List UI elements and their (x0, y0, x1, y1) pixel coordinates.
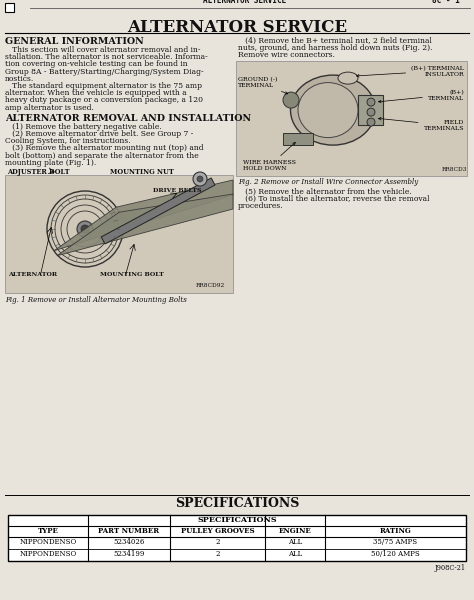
Text: SPECIFICATIONS: SPECIFICATIONS (197, 516, 277, 524)
Text: TYPE: TYPE (37, 527, 58, 535)
Text: Group 8A - Battery/Starting/Charging/System Diag-: Group 8A - Battery/Starting/Charging/Sys… (5, 68, 204, 76)
Text: ADJUSTER BOLT: ADJUSTER BOLT (7, 168, 70, 176)
Text: GROUND (-)
TERMINAL: GROUND (-) TERMINAL (238, 77, 288, 94)
Text: Cooling System, for instructions.: Cooling System, for instructions. (5, 137, 131, 145)
Polygon shape (57, 194, 233, 256)
Text: amp alternator is used.: amp alternator is used. (5, 104, 94, 112)
Text: 35/75 AMPS: 35/75 AMPS (374, 538, 418, 546)
Circle shape (197, 176, 203, 182)
Text: mounting plate (Fig. 1).: mounting plate (Fig. 1). (5, 159, 96, 167)
Text: NIPPONDENSO: NIPPONDENSO (19, 550, 77, 558)
Text: GENERAL INFORMATION: GENERAL INFORMATION (5, 37, 144, 46)
Text: J908C-21: J908C-21 (435, 564, 466, 572)
Polygon shape (54, 180, 233, 251)
Text: (4) Remove the B+ terminal nut, 2 field terminal: (4) Remove the B+ terminal nut, 2 field … (238, 37, 432, 45)
Circle shape (81, 225, 89, 233)
Bar (5, 175, 233, 293)
Circle shape (283, 92, 299, 108)
Text: heavy duty package or a conversion package, a 120: heavy duty package or a conversion packa… (5, 97, 203, 104)
Text: ALTERNATOR SERVICE: ALTERNATOR SERVICE (203, 0, 287, 5)
Bar (358, 95, 383, 125)
Text: (6) To install the alternator, reverse the removal: (6) To install the alternator, reverse t… (238, 195, 429, 203)
Ellipse shape (338, 72, 358, 84)
Text: (B+) TERMINAL
INSULATOR: (B+) TERMINAL INSULATOR (356, 65, 464, 77)
Text: stallation. The alternator is not serviceable. Informa-: stallation. The alternator is not servic… (5, 53, 208, 61)
Text: (B+)
TERMINAL: (B+) TERMINAL (379, 89, 464, 103)
Text: Fig. 1 Remove or Install Alternator Mounting Bolts: Fig. 1 Remove or Install Alternator Moun… (5, 296, 187, 304)
Bar (283, 133, 313, 145)
Bar (5, 3, 14, 12)
Circle shape (367, 108, 375, 116)
Text: PART NUMBER: PART NUMBER (99, 527, 160, 535)
Text: SPECIFICATIONS: SPECIFICATIONS (175, 497, 299, 510)
Text: Fig. 2 Remove or Install Wire Connector Assembly: Fig. 2 Remove or Install Wire Connector … (238, 178, 418, 185)
Bar (8, 515, 466, 561)
Text: (5) Remove the alternator from the vehicle.: (5) Remove the alternator from the vehic… (238, 188, 412, 196)
Text: MOUNTING BOLT: MOUNTING BOLT (100, 272, 164, 277)
Circle shape (77, 221, 93, 237)
Polygon shape (101, 178, 215, 244)
Text: ALTERNATOR SERVICE: ALTERNATOR SERVICE (127, 19, 347, 36)
Text: 50/120 AMPS: 50/120 AMPS (371, 550, 420, 558)
Text: (1) Remove the battery negative cable.: (1) Remove the battery negative cable. (5, 123, 162, 131)
Text: PULLEY GROOVES: PULLEY GROOVES (181, 527, 255, 535)
Text: DRIVE BELTS: DRIVE BELTS (153, 188, 201, 193)
Text: ALTERNATOR REMOVAL AND INSTALLATION: ALTERNATOR REMOVAL AND INSTALLATION (5, 114, 251, 123)
Text: bolt (bottom) and separate the alternator from the: bolt (bottom) and separate the alternato… (5, 152, 199, 160)
Circle shape (367, 118, 375, 126)
Text: RATING: RATING (380, 527, 411, 535)
Text: ALTERNATOR: ALTERNATOR (8, 272, 57, 277)
Text: tion covering on-vehicle testing can be found in: tion covering on-vehicle testing can be … (5, 61, 188, 68)
Text: Remove wire connectors.: Remove wire connectors. (238, 52, 335, 59)
Text: (2) Remove alternator drive belt. See Group 7 -: (2) Remove alternator drive belt. See Gr… (5, 130, 193, 138)
Text: 8C - 1: 8C - 1 (432, 0, 460, 5)
Text: ENGINE: ENGINE (279, 527, 311, 535)
Text: 2: 2 (215, 538, 220, 546)
Text: 5234026: 5234026 (113, 538, 145, 546)
Text: 5234199: 5234199 (113, 550, 145, 558)
Text: (3) Remove the alternator mounting nut (top) and: (3) Remove the alternator mounting nut (… (5, 145, 204, 152)
Text: nostics.: nostics. (5, 75, 34, 83)
Text: RR8CD3: RR8CD3 (442, 167, 467, 172)
Circle shape (367, 98, 375, 106)
Text: This section will cover alternator removal and in-: This section will cover alternator remov… (5, 46, 201, 54)
Text: alternator. When the vehicle is equipped with a: alternator. When the vehicle is equipped… (5, 89, 187, 97)
Text: nuts, ground, and harness hold down nuts (Fig. 2).: nuts, ground, and harness hold down nuts… (238, 44, 432, 52)
Ellipse shape (291, 75, 375, 145)
Text: ALL: ALL (288, 550, 302, 558)
Bar (236, 61, 467, 176)
Text: The standard equipment alternator is the 75 amp: The standard equipment alternator is the… (5, 82, 202, 90)
Text: MOUNTING NUT: MOUNTING NUT (110, 168, 174, 176)
Text: RR8CD92: RR8CD92 (196, 283, 225, 288)
Text: 2: 2 (215, 550, 220, 558)
Text: FIELD
TERMINALS: FIELD TERMINALS (379, 118, 464, 131)
Ellipse shape (298, 83, 358, 137)
Text: WIRE HARNESS
HOLD DOWN: WIRE HARNESS HOLD DOWN (243, 142, 296, 171)
Text: procedures.: procedures. (238, 202, 283, 210)
Circle shape (193, 172, 207, 186)
Text: NIPPONDENSO: NIPPONDENSO (19, 538, 77, 546)
Text: ALL: ALL (288, 538, 302, 546)
